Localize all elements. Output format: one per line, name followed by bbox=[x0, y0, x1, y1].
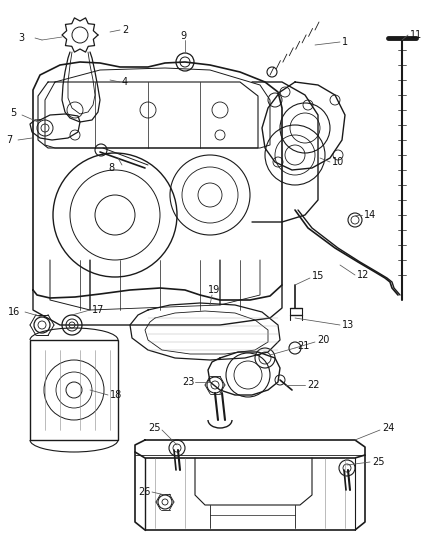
Text: 15: 15 bbox=[312, 271, 325, 281]
Text: 14: 14 bbox=[364, 210, 376, 220]
Text: 13: 13 bbox=[342, 320, 354, 330]
Text: 12: 12 bbox=[357, 270, 369, 280]
Text: 20: 20 bbox=[317, 335, 329, 345]
Text: 19: 19 bbox=[208, 285, 220, 295]
Text: 3: 3 bbox=[18, 33, 24, 43]
Text: 26: 26 bbox=[138, 487, 150, 497]
Text: 17: 17 bbox=[92, 305, 104, 315]
Text: 21: 21 bbox=[297, 341, 309, 351]
Text: 11: 11 bbox=[410, 30, 422, 40]
Text: 25: 25 bbox=[148, 423, 160, 433]
Text: 4: 4 bbox=[122, 77, 128, 87]
Text: 8: 8 bbox=[108, 163, 114, 173]
Bar bbox=[30, 340, 118, 440]
Text: 5: 5 bbox=[10, 108, 16, 118]
Text: 16: 16 bbox=[8, 307, 20, 317]
Text: 9: 9 bbox=[180, 31, 186, 41]
Text: 23: 23 bbox=[182, 377, 194, 387]
Text: 24: 24 bbox=[382, 423, 394, 433]
Text: 2: 2 bbox=[122, 25, 128, 35]
Text: 25: 25 bbox=[372, 457, 385, 467]
Text: 22: 22 bbox=[307, 380, 319, 390]
Text: 1: 1 bbox=[342, 37, 348, 47]
Text: 7: 7 bbox=[6, 135, 12, 145]
Text: 10: 10 bbox=[332, 157, 344, 167]
Text: 18: 18 bbox=[110, 390, 122, 400]
